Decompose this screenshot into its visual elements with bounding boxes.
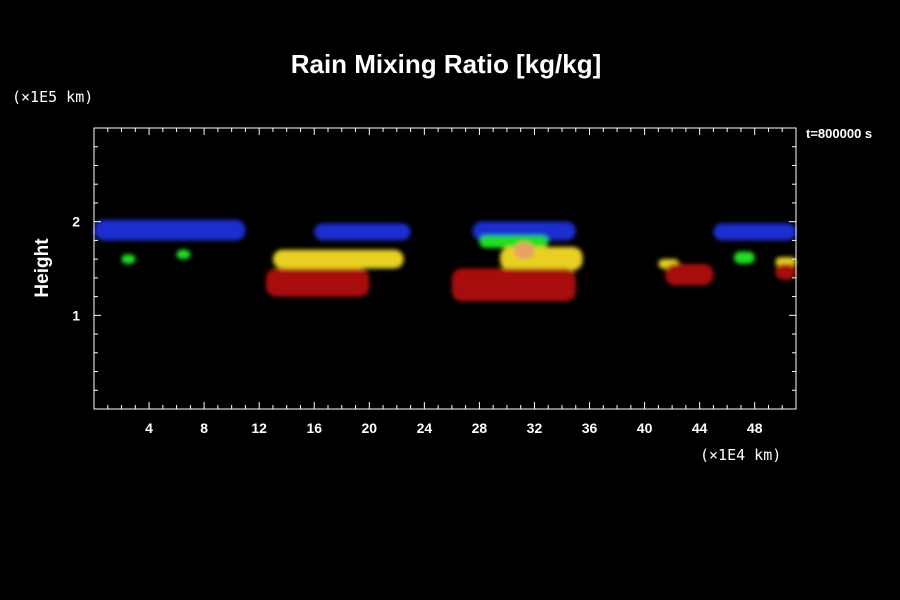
x-tick-label: 44: [692, 420, 708, 436]
axes: [93, 127, 797, 410]
region-mid_high-11: [775, 257, 796, 267]
region-high-15: [775, 263, 796, 280]
chart-title: Rain Mixing Ratio [kg/kg]: [291, 49, 602, 79]
region-mid_low-5: [176, 249, 191, 260]
y-axis-label: Height: [32, 238, 53, 298]
region-mid_high-9: [500, 246, 583, 271]
region-high-14: [665, 263, 714, 286]
x-tick-label: 4: [145, 420, 153, 436]
x-tick-label: 28: [472, 420, 488, 436]
x-tick-label: 20: [362, 420, 378, 436]
region-mid_low-7: [734, 251, 755, 264]
y-tick-label: 1: [72, 307, 80, 323]
x-unit-label: (×1E4 km): [700, 446, 781, 464]
region-low-3: [713, 223, 796, 241]
rain-field: [94, 219, 796, 302]
ticks: [94, 128, 796, 409]
y-unit-label: (×1E5 km): [12, 88, 93, 106]
region-mid_high-8: [272, 249, 404, 269]
region-low-0: [94, 219, 246, 241]
x-tick-label: 8: [200, 420, 208, 436]
region-low-1: [314, 223, 411, 241]
plot-frame: [93, 127, 797, 410]
region-high-12: [266, 268, 370, 297]
y-tick-label: 2: [72, 214, 80, 230]
x-tick-label: 12: [251, 420, 267, 436]
region-mid_low-4: [121, 254, 136, 264]
region-peak-16: [513, 242, 535, 260]
region-mid_low-6: [479, 235, 549, 248]
x-tick-label: 32: [527, 420, 543, 436]
x-tick-label: 24: [417, 420, 433, 436]
x-tick-label: 40: [637, 420, 653, 436]
region-high-13: [451, 268, 576, 302]
time-label: t=800000 s: [806, 126, 872, 141]
x-tick-label: 48: [747, 420, 763, 436]
x-tick-label: 36: [582, 420, 598, 436]
x-tick-label: 16: [306, 420, 322, 436]
